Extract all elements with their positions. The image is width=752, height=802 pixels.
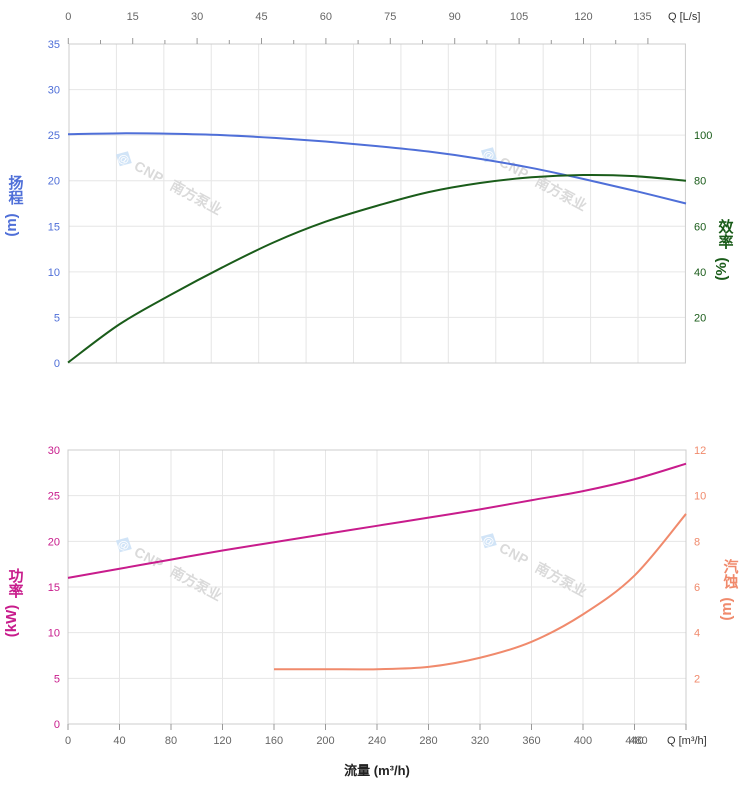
svg-text:35: 35: [48, 39, 60, 51]
svg-text:480: 480: [629, 735, 647, 747]
svg-text:5: 5: [54, 312, 60, 324]
svg-text:30: 30: [48, 445, 60, 457]
svg-text:30: 30: [191, 11, 203, 23]
svg-text:Q [L/s]: Q [L/s]: [668, 11, 700, 23]
svg-text:率: 率: [718, 233, 733, 251]
svg-text:320: 320: [471, 735, 489, 747]
svg-text:10: 10: [48, 267, 60, 279]
svg-text:120: 120: [574, 11, 592, 23]
svg-text:0: 0: [65, 735, 71, 747]
svg-text:5: 5: [54, 673, 60, 685]
svg-text:15: 15: [127, 11, 139, 23]
svg-text:25: 25: [48, 130, 60, 142]
svg-text:100: 100: [694, 130, 712, 142]
svg-text:10: 10: [694, 491, 706, 503]
svg-text:40: 40: [113, 735, 125, 747]
svg-text:20: 20: [48, 176, 60, 188]
svg-text:率: 率: [8, 582, 23, 600]
svg-text:Q [m³/h]: Q [m³/h]: [667, 735, 707, 747]
svg-text:240: 240: [368, 735, 386, 747]
svg-text:6: 6: [694, 582, 700, 594]
svg-text:程: 程: [8, 190, 23, 207]
svg-text:360: 360: [522, 735, 540, 747]
svg-text:15: 15: [48, 221, 60, 233]
svg-text:60: 60: [320, 11, 332, 23]
svg-text:8: 8: [694, 536, 700, 548]
svg-text:2: 2: [694, 673, 700, 685]
svg-text:75: 75: [384, 11, 396, 23]
svg-text:20: 20: [694, 312, 706, 324]
svg-text:80: 80: [165, 735, 177, 747]
svg-text:(kW): (kW): [3, 605, 20, 638]
svg-text:(%): (%): [713, 257, 730, 280]
svg-text:40: 40: [694, 267, 706, 279]
svg-text:(m): (m): [3, 213, 20, 236]
svg-text:400: 400: [574, 735, 592, 747]
svg-text:0: 0: [54, 719, 60, 731]
svg-text:0: 0: [65, 11, 71, 23]
svg-text:80: 80: [694, 176, 706, 188]
svg-text:30: 30: [48, 85, 60, 97]
svg-text:60: 60: [694, 221, 706, 233]
svg-text:45: 45: [255, 11, 267, 23]
svg-text:90: 90: [449, 11, 461, 23]
svg-text:4: 4: [694, 628, 700, 640]
svg-text:280: 280: [419, 735, 437, 747]
svg-text:25: 25: [48, 491, 60, 503]
svg-text:蚀: 蚀: [722, 573, 738, 591]
svg-text:12: 12: [694, 445, 706, 457]
svg-text:200: 200: [316, 735, 334, 747]
svg-text:(m): (m): [718, 597, 735, 620]
svg-text:0: 0: [54, 358, 60, 370]
svg-text:105: 105: [510, 11, 528, 23]
svg-text:160: 160: [265, 735, 283, 747]
svg-text:10: 10: [48, 628, 60, 640]
svg-text:流量 (m³/h): 流量 (m³/h): [344, 763, 410, 778]
svg-text:120: 120: [213, 735, 231, 747]
svg-text:20: 20: [48, 536, 60, 548]
svg-text:15: 15: [48, 582, 60, 594]
svg-text:135: 135: [633, 11, 651, 23]
